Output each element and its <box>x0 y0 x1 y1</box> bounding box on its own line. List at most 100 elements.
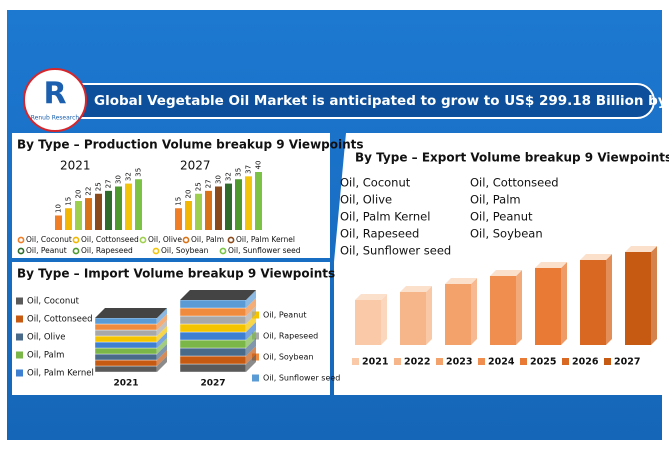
legend-label: Oil, Peanut <box>263 311 306 320</box>
bar <box>95 193 102 230</box>
stack-side <box>157 344 167 360</box>
legend-swatch <box>394 358 401 365</box>
bar-3d <box>580 260 606 345</box>
legend-swatch <box>520 358 527 365</box>
bar-side <box>471 278 477 345</box>
stack-layer <box>94 359 158 367</box>
legend-label: Oil, Coconut <box>26 235 72 244</box>
import-title: By Type – Import Volume breakup 9 Viewpo… <box>17 267 335 281</box>
year-label: 2025 <box>530 357 556 368</box>
legend-marker <box>152 247 160 255</box>
legend-label: Oil, Palm <box>191 235 224 244</box>
bar <box>245 176 252 230</box>
legend-label: Oil, Rapeseed <box>81 246 133 255</box>
legend-swatch <box>16 315 23 323</box>
bar-label: 25 <box>95 182 103 191</box>
stack-layer <box>179 315 247 325</box>
bar-label: 27 <box>105 179 113 188</box>
year-label: 2024 <box>488 357 515 368</box>
bar <box>55 215 62 230</box>
stack-layer <box>94 365 158 373</box>
bar-3d <box>625 252 651 345</box>
bar <box>85 198 92 230</box>
legend-label: Oil, Cottonseed <box>81 235 139 244</box>
list-item: Oil, Sunflower seed <box>340 244 451 258</box>
stack-side <box>157 356 167 372</box>
bar-label: 10 <box>55 204 63 213</box>
bar-top <box>355 294 387 300</box>
legend-marker <box>17 247 25 255</box>
bar-label: 25 <box>195 182 203 191</box>
stack-layer <box>179 363 247 373</box>
year-label: 2021 <box>113 379 138 389</box>
bar-label: 32 <box>125 172 133 181</box>
bar-label: 15 <box>65 197 73 206</box>
export-title: By Type – Export Volume breakup 9 Viewpo… <box>355 151 669 165</box>
bar-label: 35 <box>235 168 243 177</box>
bar <box>65 208 72 230</box>
legend-marker <box>17 236 25 244</box>
bar <box>75 201 82 230</box>
stack-layer <box>179 347 247 357</box>
stack-layer <box>94 329 158 337</box>
legend-swatch <box>16 369 23 377</box>
stack-side <box>246 330 256 348</box>
bar-label: 32 <box>225 172 233 181</box>
legend-marker <box>72 247 80 255</box>
stack-layer <box>94 353 158 361</box>
legend-swatch <box>436 358 443 365</box>
legend-label: Oil, Peanut <box>26 246 67 255</box>
legend-label: Oil, Olive <box>27 333 66 343</box>
bar <box>205 190 212 230</box>
legend-label: Oil, Palm <box>27 351 64 361</box>
bar-label: 37 <box>245 165 253 174</box>
list-item: Oil, Coconut <box>340 176 411 190</box>
bar-side <box>381 294 387 345</box>
bar-top <box>490 270 522 276</box>
legend-swatch <box>16 297 23 305</box>
logo <box>23 68 87 132</box>
stack-side <box>246 306 256 324</box>
bar <box>105 190 112 230</box>
list-item: Oil, Peanut <box>470 210 533 224</box>
bar-label: 35 <box>135 168 143 177</box>
stack-layer <box>179 331 247 341</box>
bar <box>225 183 232 230</box>
list-item: Oil, Olive <box>340 193 392 207</box>
stack-side <box>157 332 167 348</box>
logo-mark: R <box>43 77 66 112</box>
year-label: 2027 <box>200 379 225 389</box>
year-label: 2023 <box>446 357 472 368</box>
stack-side <box>157 350 167 366</box>
bar <box>175 208 182 230</box>
stack-top <box>180 290 256 300</box>
stack-layer <box>179 339 247 349</box>
import-panel <box>12 262 330 395</box>
legend-label: Oil, Palm Kernel <box>27 369 94 379</box>
stack-top <box>95 308 167 318</box>
legend-label: Oil, Cottonseed <box>27 315 93 325</box>
stack-layer <box>179 299 247 309</box>
legend-marker <box>219 247 227 255</box>
stack-side <box>246 322 256 340</box>
legend-swatch <box>16 351 23 359</box>
legend-marker <box>227 236 235 244</box>
stack-side <box>246 346 256 364</box>
legend-label: Oil, Soybean <box>161 246 209 255</box>
list-item: Oil, Rapeseed <box>340 227 419 241</box>
legend-label: Oil, Coconut <box>27 297 80 307</box>
bar-label: 40 <box>255 161 263 170</box>
legend-marker <box>72 236 80 244</box>
year-label: 2027 <box>180 159 211 173</box>
list-item: Oil, Palm Kernel <box>340 210 430 224</box>
legend-swatch <box>352 358 359 365</box>
stack-side <box>157 308 167 324</box>
legend-swatch <box>252 374 259 382</box>
bar-label: 30 <box>115 175 123 184</box>
bar <box>125 183 132 230</box>
title: Global Vegetable Oil Market is anticipat… <box>94 93 669 109</box>
bar-top <box>580 254 612 260</box>
production-title: By Type – Production Volume breakup 9 Vi… <box>17 138 364 152</box>
stack-side <box>157 314 167 330</box>
bar-3d <box>535 268 561 345</box>
